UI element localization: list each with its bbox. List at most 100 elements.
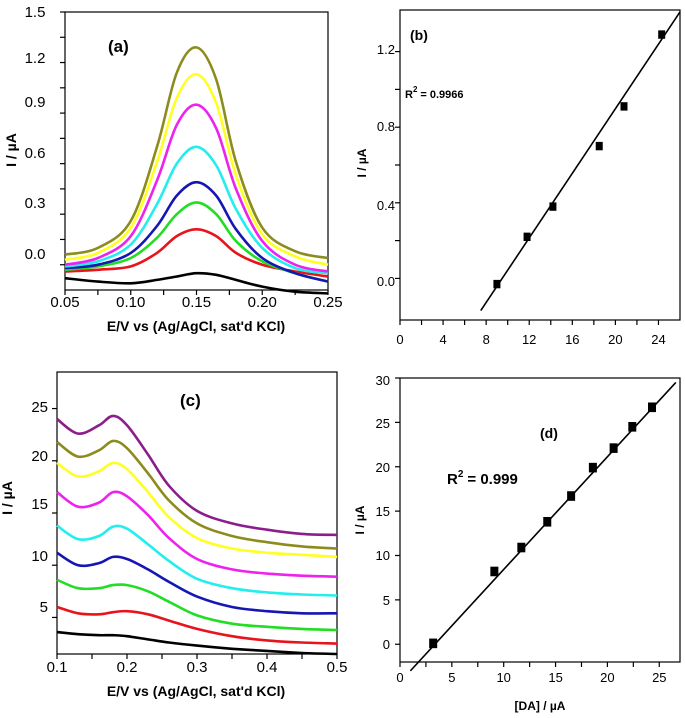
panel-b-xtick: 20 (608, 332, 622, 347)
panel-b-points (493, 30, 666, 289)
panel-d-xtick: 25 (652, 670, 666, 685)
panel-d-label: (d) (540, 425, 558, 441)
panel-a-xtick: 0.25 (313, 294, 342, 311)
panel-c-ytick: 5 (40, 599, 48, 616)
panel-a-series-4 (64, 180, 329, 283)
panel-c-xtick: 0.3 (187, 659, 208, 676)
panel-d-xtick: 0 (396, 670, 403, 685)
panel-c-series-8 (56, 439, 338, 550)
panel-b-xtick: 24 (651, 332, 665, 347)
panel-d-data-point (567, 491, 576, 501)
panel-b-ytick: 0.8 (377, 119, 395, 134)
panel-a-label: (a) (108, 37, 129, 56)
panel-b-ytick: 0.0 (377, 274, 395, 289)
panel-b-ytick: 1.2 (377, 42, 395, 57)
panel-a-xtick: 0.20 (248, 294, 277, 311)
panel-b-frame (399, 9, 681, 321)
panel-a: 0.05 0.10 0.15 0.20 0.25 0.0 0.3 0.6 0.9… (3, 4, 343, 334)
panel-d-data-point (543, 516, 552, 527)
panel-c-series-1 (56, 630, 338, 656)
panel-b-data-point (620, 102, 628, 111)
panel-c-frame (56, 371, 338, 655)
panel-c-series-7 (56, 461, 338, 559)
panel-c-ylabel: I / µA (0, 481, 15, 515)
panel-a-ytick: 0.9 (25, 94, 46, 111)
panel-b-fit-line (480, 11, 681, 311)
panel-d-ytick: 15 (376, 504, 390, 519)
panel-a-ytick: 0.3 (25, 195, 46, 212)
panel-c-ticks (52, 407, 338, 659)
panel-c-ytick: 25 (31, 399, 48, 416)
panel-a-series-2 (64, 228, 329, 278)
panel-a-xlabel: E/V vs (Ag/AgCl, sat'd KCl) (107, 318, 285, 334)
panel-d-xtick: 5 (448, 670, 455, 685)
panel-b-label: (b) (410, 27, 428, 43)
panel-b-data-point (658, 30, 666, 39)
panel-c-series-5 (56, 524, 338, 597)
panel-d-ytick: 25 (376, 416, 390, 431)
panel-a-xtick: 0.10 (116, 294, 145, 311)
panel-b-ytick: 0.4 (377, 198, 395, 213)
panel-c-series-4 (56, 551, 338, 615)
panel-b-xtick: 0 (396, 332, 403, 347)
panel-d-data-point (517, 542, 526, 553)
panel-c-ytick: 20 (31, 448, 48, 465)
panel-c-series-6 (56, 490, 338, 578)
panel-c-curves (56, 414, 338, 656)
panel-a-ticks (60, 11, 329, 295)
panel-d-ytick: 30 (376, 373, 390, 388)
panel-d-points (429, 402, 656, 649)
panel-a-ytick: 0.0 (25, 246, 46, 263)
panel-a-series-5 (64, 145, 329, 275)
panel-a-ytick: 1.5 (25, 4, 46, 21)
panel-c-series-2 (56, 605, 338, 645)
panel-d-data-point (490, 566, 499, 577)
panel-d-ticks (395, 377, 660, 667)
panel-d-xtick: 10 (496, 670, 510, 685)
panel-b-xtick: 16 (565, 332, 579, 347)
panel-b-ticks (395, 50, 660, 325)
panel-d-ylabel: I / µA (353, 505, 367, 534)
panel-b-data-point (549, 202, 557, 211)
panel-b-ylabel: I / µA (355, 148, 369, 177)
panel-d-data-point (628, 422, 637, 432)
panel-d-ytick: 5 (383, 593, 390, 608)
panel-d-data-point (648, 402, 656, 413)
panel-a-xtick: 0.05 (50, 294, 79, 311)
panel-d-xtick: 20 (600, 670, 614, 685)
panel-b-data-point (523, 232, 531, 242)
panel-c: 0.1 0.2 0.3 0.4 0.5 5 10 15 20 25 E/V vs… (0, 371, 347, 699)
panel-a-curves (64, 46, 329, 295)
panel-a-series-8 (64, 46, 329, 260)
panel-b-data-point (595, 141, 603, 151)
panel-d-ytick: 20 (376, 460, 390, 475)
panel-d-xlabel: [DA] / µA (515, 699, 566, 713)
panel-a-series-3 (64, 201, 329, 283)
panel-d-r-squared: R2 = 0.999 (447, 469, 518, 488)
panel-c-series-9 (56, 414, 338, 537)
panel-c-xlabel: E/V vs (Ag/AgCl, sat'd KCl) (107, 683, 285, 699)
panel-a-series-6 (64, 103, 329, 273)
panel-d-data-point (588, 462, 597, 473)
panel-d-data-point (609, 443, 618, 453)
panel-a-series-7 (64, 73, 329, 266)
panel-b-r-squared: R2 = 0.9966 (405, 85, 464, 101)
panel-c-xtick: 0.2 (117, 659, 138, 676)
panel-b-data-point (493, 279, 501, 289)
panel-a-ylabel: I / µA (3, 133, 19, 167)
panel-b-xtick: 4 (439, 332, 446, 347)
panel-c-label: (c) (180, 391, 201, 410)
panel-d-ytick: 10 (376, 548, 390, 563)
panel-d-frame (399, 377, 681, 663)
panel-b: 0 4 8 12 16 20 24 0.0 0.4 0.8 1.2 I / µA… (355, 9, 681, 347)
panel-b-xtick: 12 (522, 332, 536, 347)
panel-b-xtick: 8 (483, 332, 490, 347)
panel-a-xtick: 0.15 (182, 294, 211, 311)
panel-d-ytick: 0 (383, 637, 390, 652)
panel-c-xtick: 0.1 (47, 659, 68, 676)
panel-c-xtick: 0.4 (257, 659, 278, 676)
panel-a-series-1 (64, 271, 329, 295)
panel-d: 0 5 10 15 20 25 0 5 10 15 20 25 30 [DA] … (353, 373, 681, 713)
panel-a-ytick: 1.2 (25, 50, 46, 67)
